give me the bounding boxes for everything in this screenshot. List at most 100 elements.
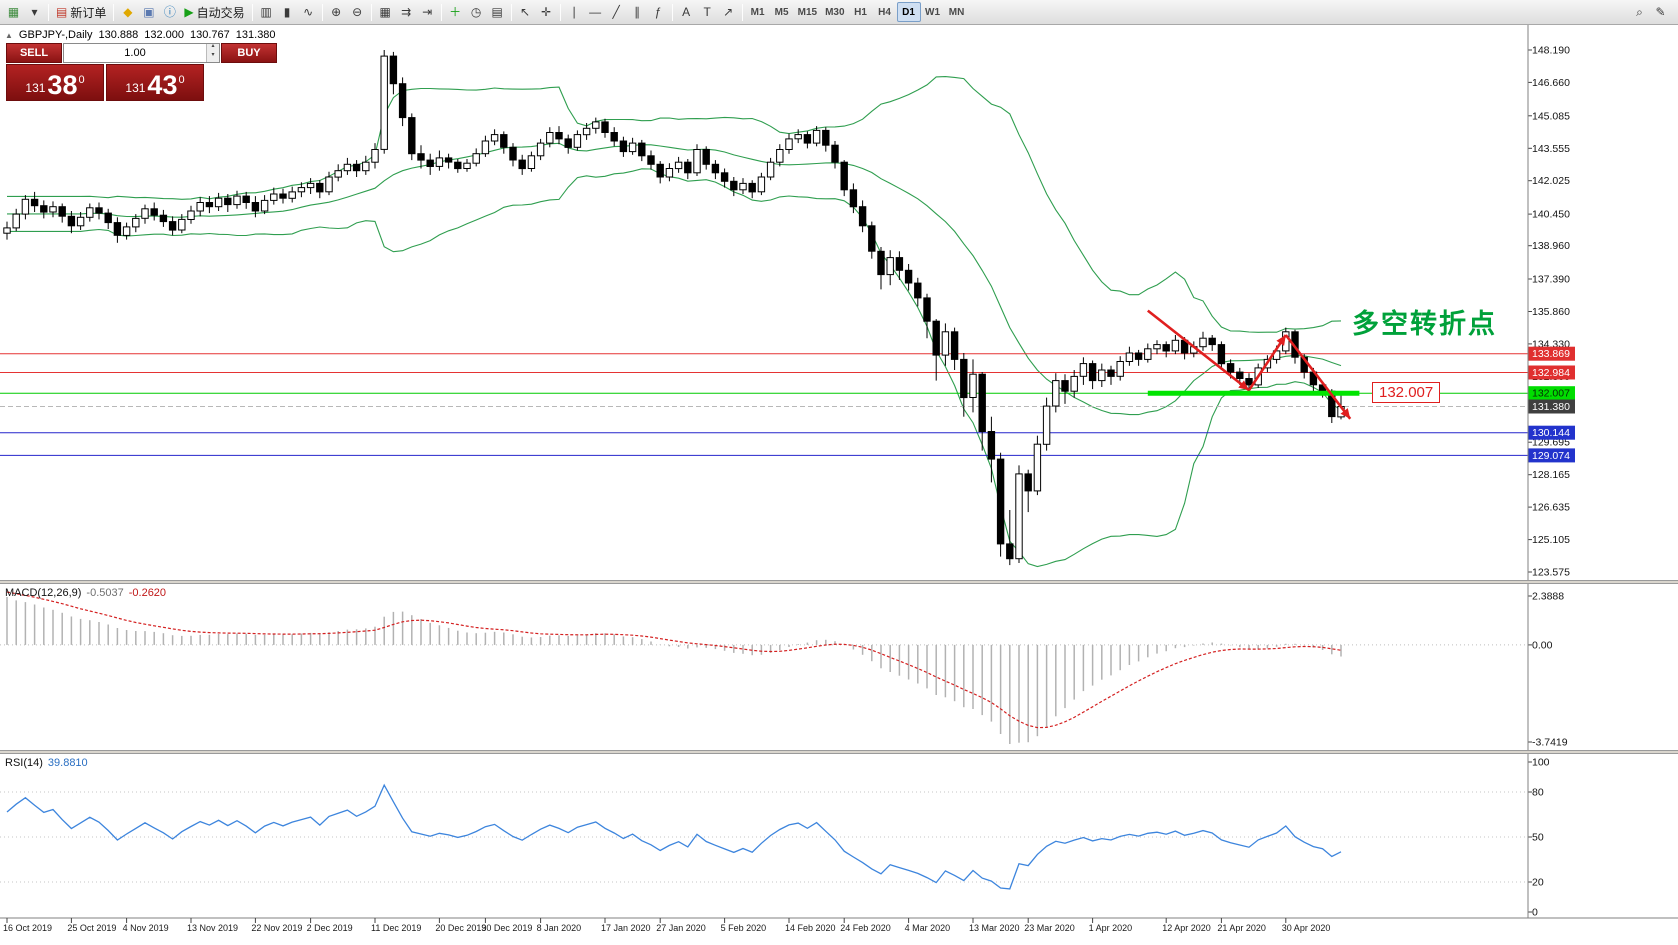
text-button[interactable]: A [676, 2, 697, 22]
zoom-in-button[interactable]: ⊕ [326, 2, 347, 22]
cursor-button[interactable]: ↖ [515, 2, 536, 22]
date-axis-labels[interactable]: 16 Oct 2019 25 Oct 2019 4 Nov 2019 13 Nov 2… [3, 918, 1330, 933]
svg-text:2 Dec 2019: 2 Dec 2019 [307, 923, 353, 933]
price-axis-labels[interactable]: 148.190 146.660 145.085 143.555 142.025 140.4… [1528, 45, 1575, 579]
toolbar-separator [321, 3, 323, 21]
zoom-in-icon: ⊕ [331, 5, 342, 19]
timeframe-m30-button[interactable]: M30 [825, 6, 845, 18]
autotrading-button[interactable]: ▶ 自动交易 [180, 2, 248, 22]
annotation-support-price-label[interactable]: 132.007 [1372, 382, 1441, 403]
rsi-axis-labels[interactable]: 100 80 50 20 0 [1528, 757, 1550, 919]
text-icon: A [682, 5, 691, 19]
buy-button[interactable]: BUY [221, 43, 277, 63]
timeframe-w1-button[interactable]: W1 [925, 6, 941, 18]
volume-increase-button[interactable]: ▴ [207, 43, 219, 53]
annotation-arrows[interactable] [1146, 309, 1352, 420]
svg-text:123.575: 123.575 [1532, 567, 1570, 579]
buy-price-button[interactable]: 131 43 0 [106, 64, 204, 101]
chart-shift-button[interactable]: ⇥ [417, 2, 438, 22]
svg-text:146.660: 146.660 [1532, 77, 1570, 89]
cursor-icon: ↖ [520, 5, 531, 19]
toolbar-separator [671, 3, 673, 21]
timeframe-h1-button[interactable]: H1 [854, 6, 867, 18]
timeframe-d1-button[interactable]: D1 [896, 2, 921, 22]
svg-text:145.085: 145.085 [1532, 110, 1570, 122]
ohlc-low: 130.767 [190, 29, 230, 41]
trendline-button[interactable]: ╱ [606, 2, 627, 22]
svg-text:128.165: 128.165 [1532, 469, 1570, 481]
fibonacci-button[interactable]: ƒ [648, 2, 669, 22]
svg-text:142.025: 142.025 [1532, 175, 1570, 187]
symbol-name: GBPJPY-,Daily [18, 29, 93, 41]
channel-button[interactable]: ∥ [627, 2, 648, 22]
new-chart-dropdown-icon: ▾ [31, 5, 38, 19]
text-label-button[interactable]: T [697, 2, 718, 22]
info-icon: ⓘ [163, 5, 176, 19]
rsi-value: 39.8810 [47, 757, 88, 769]
templates-icon: ▤ [491, 5, 503, 19]
search-icon: ⌕ [1636, 5, 1643, 19]
svg-text:0: 0 [1532, 907, 1538, 919]
svg-text:-3.7419: -3.7419 [1532, 737, 1568, 749]
sell-button[interactable]: SELL [6, 43, 62, 63]
quick-edit-button[interactable]: ✎ [1650, 2, 1671, 22]
new-chart-dropdown[interactable]: ▾ [24, 2, 45, 22]
metaeditor-icon: ◆ [123, 5, 133, 19]
toolbar-separator [113, 3, 115, 21]
profiles-icon: ▣ [143, 5, 155, 19]
timeframe-m15-button[interactable]: M15 [797, 6, 818, 18]
candlestick-chart-button[interactable]: ▮ [277, 2, 298, 22]
panel-splitter-macd[interactable] [0, 580, 1678, 584]
rsi-line [6, 783, 1342, 890]
trade-panel-collapse-arrow[interactable]: ▲ [5, 30, 13, 40]
search-button[interactable]: ⌕ [1629, 2, 1650, 22]
price-lines-layer[interactable] [0, 353, 1528, 456]
horizontal-line-button[interactable]: ― [585, 2, 606, 22]
chart-shift-icon: ⇥ [422, 5, 433, 19]
templates-button[interactable]: ▤ [487, 2, 508, 22]
svg-text:148.190: 148.190 [1532, 45, 1570, 57]
auto-scroll-button[interactable]: ⇉ [396, 2, 417, 22]
svg-text:8 Jan 2020: 8 Jan 2020 [537, 923, 582, 933]
new-order-button[interactable]: ▤ 新订单 [52, 2, 110, 22]
new-chart-button[interactable]: ▦ [3, 2, 24, 22]
svg-text:132.007: 132.007 [1532, 388, 1570, 400]
line-chart-button[interactable]: ∿ [298, 2, 319, 22]
panel-splitter-rsi[interactable] [0, 750, 1678, 754]
zoom-out-button[interactable]: ⊖ [347, 2, 368, 22]
svg-text:138.960: 138.960 [1532, 240, 1570, 252]
fibonacci-icon: ƒ [654, 5, 662, 19]
buy-price-sup: 0 [178, 74, 185, 86]
timeframe-mn-button[interactable]: MN [948, 6, 965, 18]
metaeditor-button[interactable]: ◆ [117, 2, 138, 22]
svg-text:80: 80 [1532, 787, 1544, 799]
svg-text:22 Nov 2019: 22 Nov 2019 [251, 923, 302, 933]
svg-text:0.00: 0.00 [1532, 639, 1553, 651]
tile-windows-button[interactable]: ▦ [375, 2, 396, 22]
info-button[interactable]: ⓘ [159, 2, 180, 22]
sell-price-sup: 0 [78, 74, 85, 86]
sell-price-big: 38 [47, 69, 78, 100]
toolbar-separator [741, 3, 743, 21]
arrows-button[interactable]: ↗ [718, 2, 739, 22]
indicators-button[interactable]: ＋ [445, 2, 466, 22]
macd-axis-labels[interactable]: 2.3888 0.00 -3.7419 [1528, 591, 1568, 749]
volume-input[interactable] [64, 44, 206, 62]
svg-text:132.984: 132.984 [1532, 367, 1570, 379]
trendline-icon: ╱ [612, 5, 620, 19]
annotation-turning-point-text[interactable]: 多空转折点 [1352, 309, 1497, 339]
svg-text:30 Dec 2019: 30 Dec 2019 [481, 923, 532, 933]
periods-button[interactable]: ◷ [466, 2, 487, 22]
profiles-button[interactable]: ▣ [138, 2, 159, 22]
crosshair-button[interactable]: ✛ [536, 2, 557, 22]
vertical-line-button[interactable]: ∣ [564, 2, 585, 22]
timeframe-m1-button[interactable]: M1 [750, 6, 765, 18]
sell-price-button[interactable]: 131 38 0 [6, 64, 104, 101]
timeframe-m5-button[interactable]: M5 [774, 6, 789, 18]
volume-decrease-button[interactable]: ▾ [207, 52, 219, 62]
timeframe-h4-button[interactable]: H4 [878, 6, 891, 18]
buy-price-big: 43 [147, 69, 178, 100]
svg-text:130.144: 130.144 [1532, 427, 1570, 439]
bars-chart-button[interactable]: ▥ [256, 2, 277, 22]
